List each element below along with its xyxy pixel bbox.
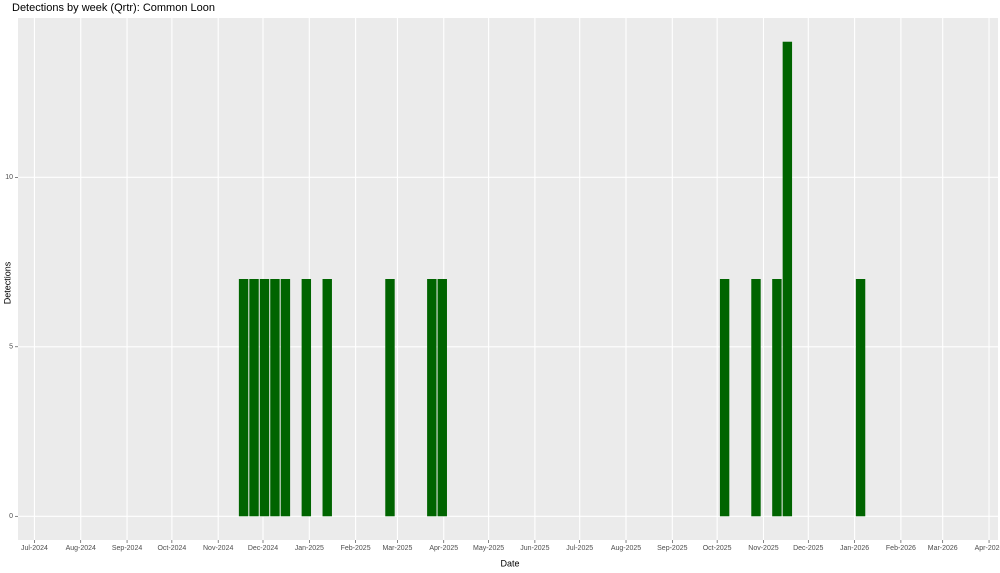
bar (855, 279, 866, 517)
bar (427, 279, 437, 517)
bar (719, 279, 730, 517)
x-tick-label: Sep-2025 (657, 545, 687, 552)
bar (259, 279, 270, 517)
y-tick-label: 5 (9, 344, 13, 351)
x-tick-label: Nov-2024 (203, 545, 233, 552)
y-tick-label: 0 (9, 513, 13, 520)
bar (437, 279, 447, 517)
chart-title: Detections by week (Qrtr): Common Loon (12, 2, 215, 14)
bar (270, 279, 280, 517)
x-tick-label: Jul-2024 (21, 545, 48, 552)
bar (751, 279, 761, 517)
bar (782, 41, 793, 517)
y-tick-label: 10 (5, 174, 13, 181)
x-tick-label: Jun-2025 (520, 545, 549, 552)
bar (322, 279, 332, 517)
x-tick-label: Sep-2024 (112, 545, 142, 552)
x-tick-label: Mar-2026 (928, 545, 958, 552)
x-tick-label: Apr-2026 (975, 545, 1000, 552)
x-tick-label: Feb-2025 (341, 545, 371, 552)
x-tick-label: Oct-2024 (157, 545, 186, 552)
bar (772, 279, 782, 517)
x-axis-title: Date (500, 558, 519, 568)
bar (249, 279, 259, 517)
x-tick-label: Oct-2025 (703, 545, 732, 552)
x-tick-label: Dec-2025 (793, 545, 823, 552)
x-tick-label: Nov-2025 (748, 545, 778, 552)
bar (280, 279, 291, 517)
y-axis-title: Detections (2, 261, 12, 304)
bar (385, 279, 395, 517)
x-tick-label: May-2025 (473, 545, 504, 552)
bar (238, 279, 249, 517)
plot-panel (18, 18, 998, 540)
x-tick-label: Jan-2026 (840, 545, 869, 552)
x-tick-label: Jan-2025 (295, 545, 324, 552)
x-tick-label: Jul-2025 (566, 545, 593, 552)
x-tick-label: Aug-2024 (66, 545, 96, 552)
x-tick-label: Feb-2026 (886, 545, 916, 552)
x-tick-label: Mar-2025 (382, 545, 412, 552)
bar (301, 279, 312, 517)
x-tick-label: Aug-2025 (611, 545, 641, 552)
x-tick-label: Apr-2025 (429, 545, 458, 552)
x-tick-label: Dec-2024 (248, 545, 278, 552)
